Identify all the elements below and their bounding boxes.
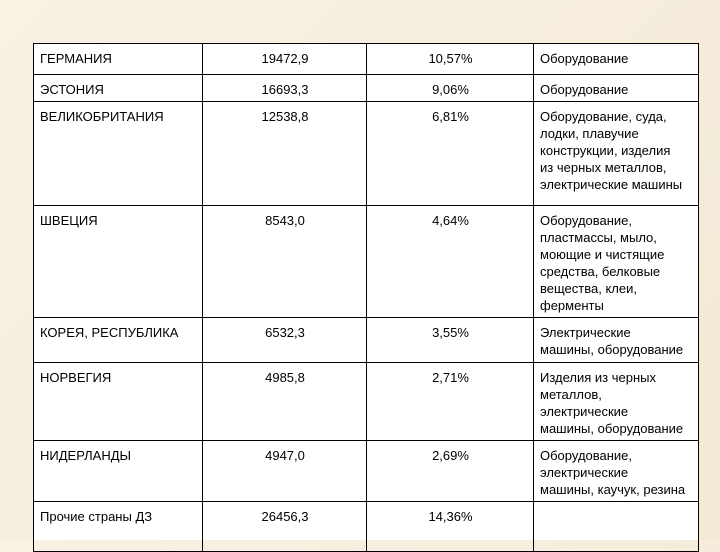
table-row: ГЕРМАНИЯ 19472,9 10,57% Оборудование [33, 43, 699, 75]
goods-cell: Оборудование, пластмассы, мыло, моющие и… [533, 205, 699, 318]
goods-cell: Оборудование, суда, лодки, плавучие конс… [533, 101, 699, 206]
share-cell: 10,57% [366, 43, 534, 75]
share-cell: 14,36% [366, 501, 534, 552]
table-row: ВЕЛИКОБРИТАНИЯ 12538,8 6,81% Оборудовани… [33, 101, 699, 206]
country-cell: ЭСТОНИЯ [33, 74, 203, 102]
value-cell: 12538,8 [202, 101, 367, 206]
table-row: ШВЕЦИЯ 8543,0 4,64% Оборудование, пластм… [33, 205, 699, 318]
country-cell: ШВЕЦИЯ [33, 205, 203, 318]
country-cell: ВЕЛИКОБРИТАНИЯ [33, 101, 203, 206]
goods-cell: Оборудование [533, 43, 699, 75]
table-row: ЭСТОНИЯ 16693,3 9,06% Оборудование [33, 74, 699, 102]
table-row: НОРВЕГИЯ 4985,8 2,71% Изделия из черных … [33, 362, 699, 441]
share-cell: 4,64% [366, 205, 534, 318]
goods-cell: Оборудование [533, 74, 699, 102]
value-cell: 4947,0 [202, 440, 367, 502]
share-cell: 2,71% [366, 362, 534, 441]
share-cell: 2,69% [366, 440, 534, 502]
value-cell: 26456,3 [202, 501, 367, 552]
value-cell: 8543,0 [202, 205, 367, 318]
country-cell: НОРВЕГИЯ [33, 362, 203, 441]
slide-background: ГЕРМАНИЯ 19472,9 10,57% Оборудование ЭСТ… [33, 43, 699, 552]
value-cell: 4985,8 [202, 362, 367, 441]
country-cell: Прочие страны ДЗ [33, 501, 203, 552]
country-cell: НИДЕРЛАНДЫ [33, 440, 203, 502]
value-cell: 16693,3 [202, 74, 367, 102]
share-cell: 6,81% [366, 101, 534, 206]
country-cell: КОРЕЯ, РЕСПУБЛИКА [33, 317, 203, 363]
value-cell: 19472,9 [202, 43, 367, 75]
share-cell: 9,06% [366, 74, 534, 102]
goods-cell [533, 501, 699, 552]
table-row: КОРЕЯ, РЕСПУБЛИКА 6532,3 3,55% Электриче… [33, 317, 699, 363]
table-row: НИДЕРЛАНДЫ 4947,0 2,69% Оборудование, эл… [33, 440, 699, 502]
goods-cell: Электрические машины, оборудование [533, 317, 699, 363]
goods-cell: Оборудование, электрические машины, кауч… [533, 440, 699, 502]
share-cell: 3,55% [366, 317, 534, 363]
table-row: Прочие страны ДЗ 26456,3 14,36% [33, 501, 699, 552]
table-frame: ГЕРМАНИЯ 19472,9 10,57% Оборудование ЭСТ… [33, 43, 699, 552]
country-cell: ГЕРМАНИЯ [33, 43, 203, 75]
value-cell: 6532,3 [202, 317, 367, 363]
goods-cell: Изделия из черных металлов, электрически… [533, 362, 699, 441]
countries-table: ГЕРМАНИЯ 19472,9 10,57% Оборудование ЭСТ… [33, 43, 699, 552]
